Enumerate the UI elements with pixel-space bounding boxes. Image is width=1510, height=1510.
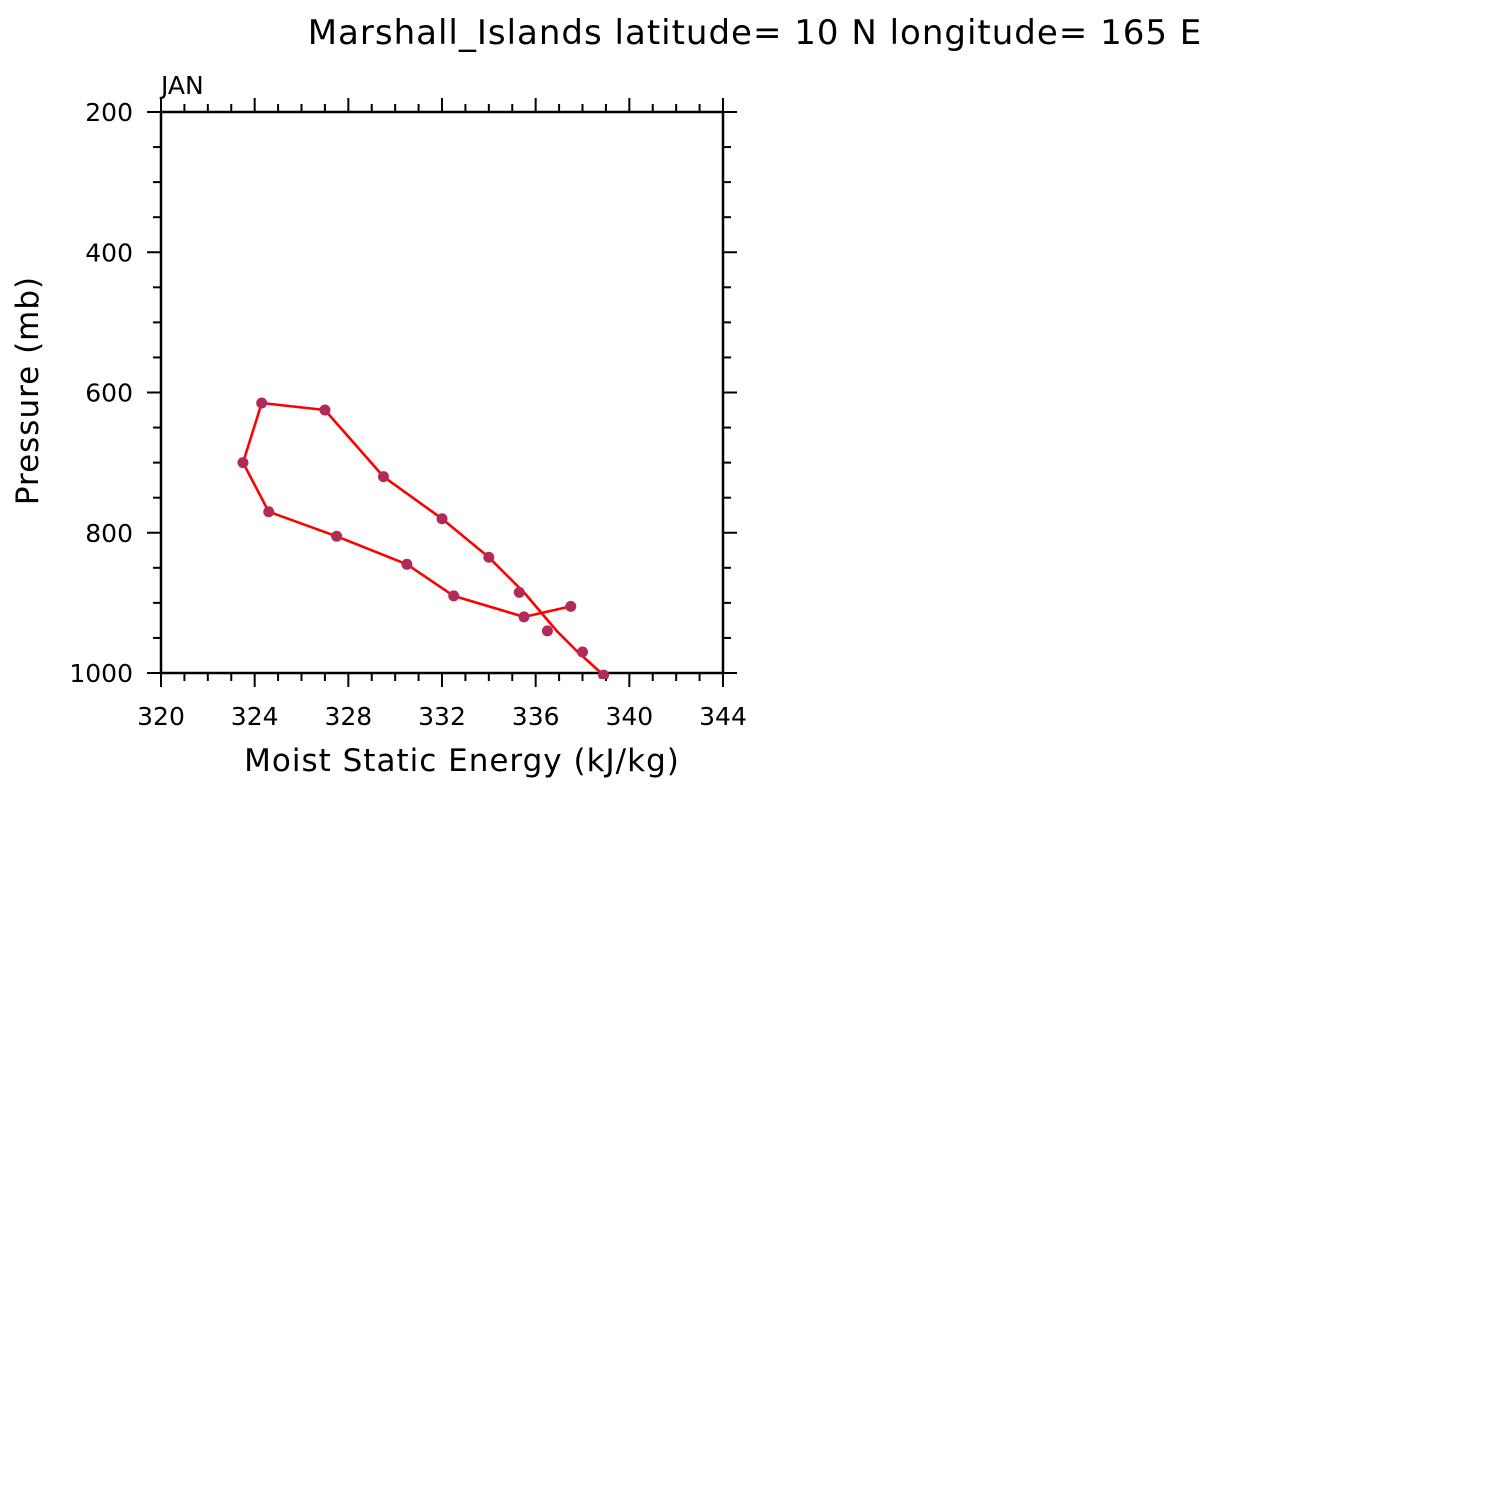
panel-label: JAN [159,71,204,100]
x-axis-label: Moist Static Energy (kJ/kg) [244,743,680,779]
y-tick-label: 400 [85,238,133,267]
panel-jan: JAN 320 324 328 332 336 340 344 200 400 600 800 1000… [10,71,747,779]
x-tick-label: 332 [418,702,466,731]
obs-point [237,457,249,469]
obs-point [565,600,577,612]
obs-point [436,513,448,525]
obs-point [331,530,343,542]
x-tick-label: 336 [512,702,560,731]
x-tick-label: 328 [324,702,372,731]
x-tick-label: 340 [605,702,653,731]
y-axis-label: Pressure (mb) [10,276,46,505]
panels: JAN 320 324 328 332 336 340 344 200 400 600 800 1000… [10,71,747,779]
y-tick-label: 200 [85,98,133,127]
x-tick-label: 344 [699,702,747,731]
obs-point [256,397,268,409]
obs-point [401,558,413,570]
obs-point [483,551,495,563]
y-tick-label: 1000 [69,659,133,688]
obs-point [448,590,460,602]
obs-point [263,506,275,518]
figure-title: Marshall_Islands latitude= 10 N longitud… [308,13,1203,53]
obs-point [518,611,530,623]
x-tick-label: 320 [137,702,185,731]
obs-point [541,625,553,637]
obs-point [598,669,610,679]
model-line [241,401,605,677]
obs-point [513,586,525,598]
y-tick-label: 600 [85,379,133,408]
obs-point [319,404,331,416]
x-tick-label: 324 [231,702,279,731]
obs-point [377,471,389,483]
obs-point [577,646,588,658]
y-tick-label: 800 [85,519,133,548]
